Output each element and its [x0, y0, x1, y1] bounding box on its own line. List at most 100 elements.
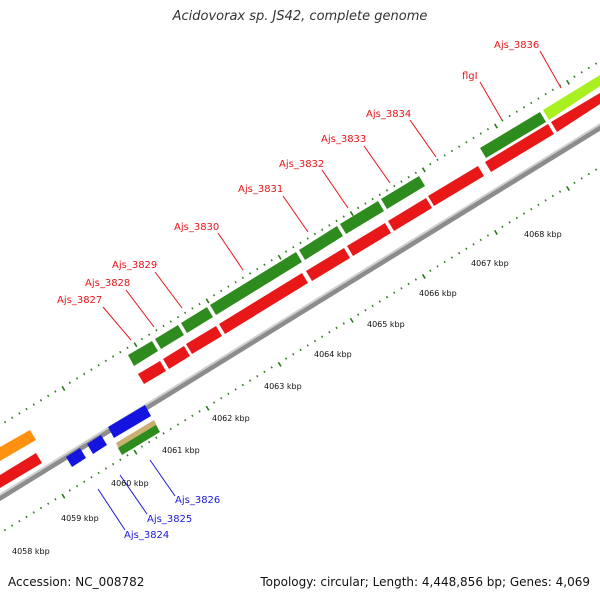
minor-tick — [515, 110, 518, 113]
cds-arrow[interactable] — [388, 198, 432, 231]
map-title: Acidovorax sp. JS42, complete genome — [172, 9, 428, 24]
minor-tick — [429, 162, 432, 166]
minor-tick — [176, 423, 180, 426]
cds-arrow[interactable] — [163, 346, 190, 369]
minor-tick — [414, 171, 417, 175]
cds-arrow[interactable] — [428, 166, 484, 206]
gene-feature-ajs-3829[interactable] — [181, 307, 213, 333]
ruler-label: 4067 kbp — [471, 259, 509, 268]
minor-tick — [47, 502, 50, 505]
gene-feature-green-small[interactable] — [118, 425, 160, 455]
cds-arrow[interactable] — [138, 361, 166, 384]
minor-tick — [443, 260, 446, 264]
major-tick — [61, 493, 66, 499]
ruler-label: 4064 kbp — [314, 350, 352, 359]
minor-tick — [104, 359, 107, 363]
minor-tick — [18, 412, 21, 415]
minor-tick — [97, 471, 100, 475]
minor-tick — [270, 366, 273, 369]
minor-tick — [270, 259, 273, 262]
gene-label[interactable]: Ajs_3831 — [238, 184, 283, 195]
minor-tick — [587, 172, 591, 176]
minor-tick — [32, 511, 35, 514]
cds-arrow[interactable] — [306, 248, 350, 281]
cds-arrow[interactable] — [0, 453, 42, 488]
cds-arrow[interactable] — [347, 223, 391, 256]
gene-feature-ajs-3830[interactable] — [210, 252, 302, 315]
minor-tick — [371, 197, 374, 201]
minor-tick — [443, 154, 446, 157]
gene-label[interactable]: Ajs_3834 — [366, 109, 411, 120]
inner-tick-ring — [3, 168, 598, 532]
minor-tick — [486, 234, 490, 237]
gene-label[interactable]: Ajs_3832 — [279, 159, 324, 170]
gene-label[interactable]: Ajs_3824 — [124, 530, 169, 541]
minor-tick — [393, 184, 396, 188]
cds-arrow[interactable] — [551, 93, 600, 132]
reverse-gene-labels: Ajs_3824 Ajs_3825 Ajs_3826 — [124, 495, 220, 541]
minor-tick — [472, 243, 475, 246]
minor-tick — [90, 476, 93, 479]
minor-tick — [580, 177, 583, 180]
gene-label[interactable]: Ajs_3829 — [112, 260, 157, 271]
gene-feature-ajs-3825[interactable] — [87, 435, 107, 454]
minor-tick — [184, 418, 187, 422]
gene-label[interactable]: Ajs_3826 — [175, 495, 220, 506]
gene-feature-ajs-3836[interactable] — [543, 75, 600, 120]
minor-tick — [551, 194, 554, 198]
minor-tick — [234, 388, 237, 391]
gene-feature-ajs-3827[interactable] — [128, 341, 158, 366]
minor-tick — [551, 88, 554, 92]
minor-tick — [530, 101, 533, 105]
minor-tick — [522, 212, 526, 215]
gene-label[interactable]: Ajs_3830 — [174, 222, 219, 233]
gene-feature-ajs-3826[interactable] — [108, 405, 151, 438]
minor-tick — [140, 445, 144, 448]
minor-tick — [385, 295, 389, 299]
gene-feature-ajs-3831[interactable] — [299, 226, 343, 260]
major-tick — [421, 167, 426, 173]
gene-feature-ajs-3833[interactable] — [381, 176, 425, 209]
minor-tick — [364, 202, 367, 205]
gene-label[interactable]: Ajs_3825 — [147, 514, 192, 525]
minor-tick — [39, 506, 43, 510]
minor-tick — [11, 524, 14, 527]
minor-tick — [436, 158, 439, 161]
minor-tick — [220, 396, 223, 400]
gene-feature-orange[interactable] — [0, 430, 36, 461]
major-tick — [133, 342, 138, 348]
gene-label[interactable]: Ajs_3833 — [321, 134, 366, 145]
minor-tick — [169, 320, 172, 323]
cds-arrow[interactable] — [219, 273, 308, 334]
minor-tick — [328, 224, 331, 227]
minor-tick — [335, 219, 338, 223]
gene-feature-ajs-3832[interactable] — [340, 201, 384, 234]
gene-feature-ajs-3824[interactable] — [66, 448, 86, 467]
gene-feature-flgi[interactable] — [480, 112, 546, 158]
minor-tick — [32, 403, 35, 406]
minor-tick — [393, 291, 396, 294]
outer-tick-ring — [3, 62, 598, 424]
cds-arrow[interactable] — [186, 326, 222, 354]
gene-label[interactable]: Ajs_3827 — [57, 295, 102, 306]
minor-tick — [342, 322, 345, 325]
minor-tick — [465, 247, 468, 250]
minor-tick — [3, 528, 7, 532]
gene-feature-ajs-3828[interactable] — [155, 325, 184, 349]
minor-tick — [18, 520, 21, 523]
minor-tick — [248, 379, 252, 382]
minor-tick — [530, 207, 533, 211]
minor-tick — [220, 289, 223, 293]
cds-arrow[interactable] — [485, 124, 554, 172]
forward-gene-labels: Ajs_3827 Ajs_3828 Ajs_3829 Ajs_3830 Ajs_… — [57, 40, 539, 306]
genome-summary-text: Topology: circular; Length: 4,448,856 bp… — [260, 575, 590, 589]
minor-tick — [429, 269, 432, 272]
gene-label[interactable]: Ajs_3828 — [85, 278, 130, 289]
major-tick — [277, 361, 282, 367]
gene-label[interactable]: flgI — [462, 71, 478, 82]
minor-tick — [248, 272, 252, 275]
minor-tick — [573, 75, 576, 78]
major-tick — [566, 185, 571, 192]
gene-label[interactable]: Ajs_3836 — [494, 40, 539, 51]
